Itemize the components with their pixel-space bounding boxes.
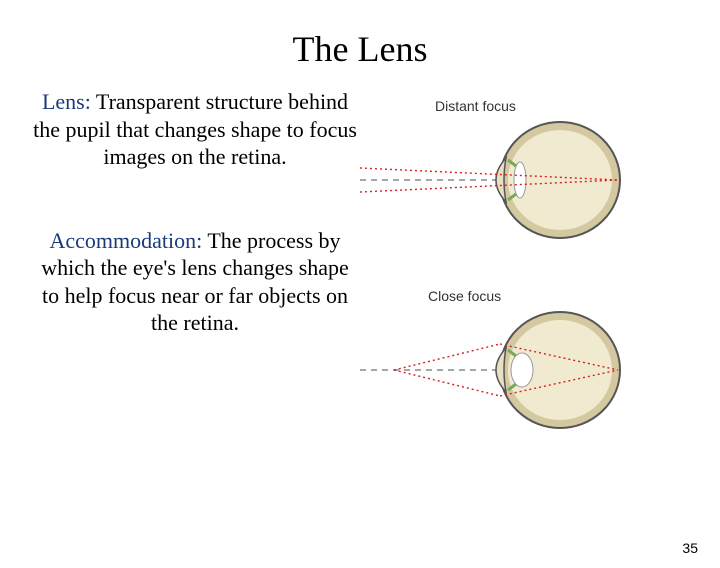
term-lens: Lens:	[42, 89, 91, 114]
label-close-focus: Close focus	[428, 288, 501, 304]
page-title: The Lens	[0, 28, 720, 70]
diagram-close-focus: Close focus	[360, 288, 700, 438]
diagram-column: Distant focus Close focus	[360, 88, 700, 438]
content-area: Lens: Transparent structure behind the p…	[0, 88, 720, 438]
eye-diagram-close	[360, 288, 690, 438]
diagram-distant-focus: Distant focus	[360, 98, 700, 248]
term-accommodation: Accommodation:	[49, 228, 202, 253]
definition-accommodation: Accommodation: The process by which the …	[30, 227, 360, 337]
page-number: 35	[682, 540, 698, 556]
label-distant-focus: Distant focus	[435, 98, 516, 114]
definition-lens: Lens: Transparent structure behind the p…	[30, 88, 360, 171]
text-column: Lens: Transparent structure behind the p…	[30, 88, 360, 438]
eye-diagram-distant	[360, 98, 690, 248]
